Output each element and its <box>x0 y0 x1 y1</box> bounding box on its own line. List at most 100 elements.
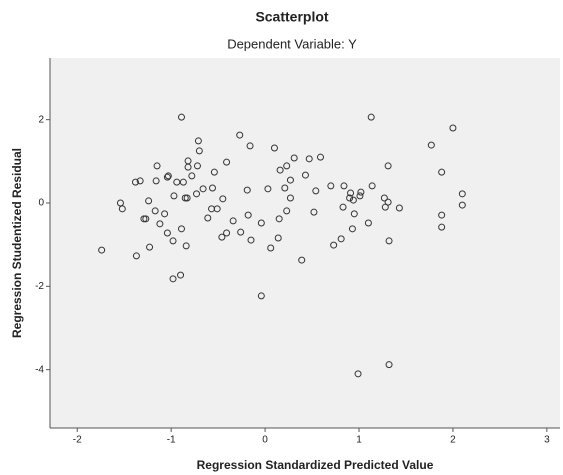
point <box>247 236 255 244</box>
point <box>257 292 265 300</box>
point <box>132 252 140 260</box>
point <box>204 214 212 222</box>
point <box>367 113 375 121</box>
x-tick-label: 1 <box>356 435 362 446</box>
point <box>223 229 231 237</box>
point <box>257 219 265 227</box>
point <box>173 178 181 186</box>
point <box>298 256 306 264</box>
point <box>339 203 347 211</box>
point <box>438 211 446 219</box>
point <box>286 176 294 184</box>
point <box>136 177 144 185</box>
point <box>310 208 318 216</box>
point <box>347 189 355 197</box>
y-tick-label: 0 <box>38 198 44 209</box>
point <box>184 163 192 171</box>
point <box>140 215 148 223</box>
chart-subtitle: Dependent Variable: Y <box>227 36 357 51</box>
point <box>182 242 190 250</box>
point <box>286 194 294 202</box>
point <box>246 142 254 150</box>
point <box>193 190 201 198</box>
x-axis-label: Regression Standardized Predicted Value <box>197 458 434 472</box>
point <box>364 219 372 227</box>
point <box>458 190 466 198</box>
x-tick-label: 2 <box>450 435 456 446</box>
point <box>169 237 177 245</box>
point <box>177 225 185 233</box>
point <box>316 153 324 161</box>
point <box>177 113 185 121</box>
point <box>438 223 446 231</box>
point <box>208 184 216 192</box>
point <box>146 243 154 251</box>
point <box>275 215 283 223</box>
point <box>346 194 354 202</box>
point <box>290 154 298 162</box>
point <box>438 168 446 176</box>
point <box>188 172 196 180</box>
plot-area <box>50 58 560 428</box>
point <box>427 141 435 149</box>
point <box>395 204 403 212</box>
x-tick-label: -1 <box>167 435 176 446</box>
point <box>194 137 202 145</box>
point <box>163 173 171 181</box>
point <box>142 215 150 223</box>
point <box>152 177 160 185</box>
point <box>264 185 272 193</box>
point <box>385 237 393 245</box>
chart-title: Scatterplot <box>255 9 328 25</box>
point <box>169 275 177 283</box>
point <box>356 192 364 200</box>
point <box>244 211 252 219</box>
point <box>213 205 221 213</box>
point <box>243 186 251 194</box>
point <box>183 194 191 202</box>
point <box>385 361 393 369</box>
point <box>357 188 365 196</box>
y-axis-label: Regression Studentized Residual <box>10 148 24 338</box>
point <box>164 172 172 180</box>
point <box>270 144 278 152</box>
point <box>145 197 153 205</box>
x-tick-label: -2 <box>73 435 82 446</box>
point <box>223 158 231 166</box>
x-tick-label: 0 <box>262 435 268 446</box>
point <box>98 246 106 254</box>
point <box>305 155 313 163</box>
point <box>151 207 159 215</box>
point <box>181 194 189 202</box>
point <box>195 147 203 155</box>
y-tick-label: 2 <box>38 114 44 125</box>
point <box>380 194 388 202</box>
point <box>274 234 282 242</box>
point <box>281 184 289 192</box>
point <box>170 192 178 200</box>
point <box>131 178 139 186</box>
point <box>384 198 392 206</box>
point <box>458 201 466 209</box>
point <box>237 228 245 236</box>
point <box>301 171 309 179</box>
point <box>354 370 362 378</box>
point <box>276 166 284 174</box>
point <box>156 220 164 228</box>
point <box>179 178 187 186</box>
point <box>349 196 357 204</box>
point <box>384 162 392 170</box>
x-tick-label: 3 <box>544 435 550 446</box>
point <box>340 182 348 190</box>
point <box>161 210 169 218</box>
point <box>368 182 376 190</box>
point <box>153 162 161 170</box>
point <box>348 225 356 233</box>
point <box>193 162 201 170</box>
point <box>229 217 237 225</box>
point <box>283 162 291 170</box>
point <box>177 271 185 279</box>
point <box>118 205 126 213</box>
y-tick-label: -4 <box>35 364 44 375</box>
